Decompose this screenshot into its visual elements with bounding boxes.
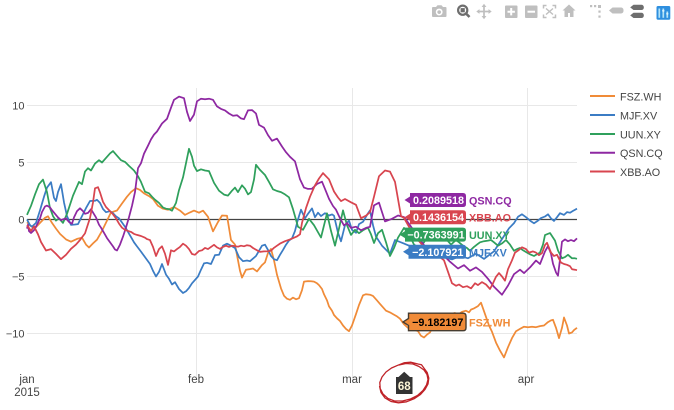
svg-text:68: 68: [398, 381, 411, 393]
svg-text:−2.107921: −2.107921: [412, 247, 463, 259]
svg-text:XBB.AO: XBB.AO: [469, 213, 511, 225]
svg-text:MJF.XV: MJF.XV: [620, 111, 658, 123]
svg-text:UUN.XY: UUN.XY: [620, 130, 661, 142]
svg-text:0.1436154: 0.1436154: [413, 212, 464, 224]
svg-text:FSZ.WH: FSZ.WH: [469, 317, 511, 329]
svg-text:FSZ.WH: FSZ.WH: [620, 92, 661, 104]
svg-text:MJF.XV: MJF.XV: [469, 247, 508, 259]
svg-text:QSN.CQ: QSN.CQ: [469, 196, 512, 208]
svg-text:5: 5: [18, 158, 24, 170]
svg-text:10: 10: [12, 101, 24, 113]
svg-text:jan: jan: [18, 374, 34, 386]
svg-text:0.2089518: 0.2089518: [413, 195, 464, 207]
svg-text:−5: −5: [12, 272, 25, 284]
svg-text:−9.182197: −9.182197: [412, 317, 463, 329]
svg-text:0: 0: [18, 215, 24, 227]
svg-text:apr: apr: [518, 374, 535, 386]
svg-text:QSN.CQ: QSN.CQ: [620, 148, 663, 160]
svg-text:2015: 2015: [14, 387, 40, 399]
svg-text:feb: feb: [188, 374, 204, 386]
svg-text:mar: mar: [342, 374, 362, 386]
svg-text:−10: −10: [6, 329, 25, 341]
svg-text:UUN.XY: UUN.XY: [469, 230, 511, 242]
svg-text:−0.7363991: −0.7363991: [407, 230, 464, 242]
svg-text:XBB.AO: XBB.AO: [620, 167, 660, 179]
